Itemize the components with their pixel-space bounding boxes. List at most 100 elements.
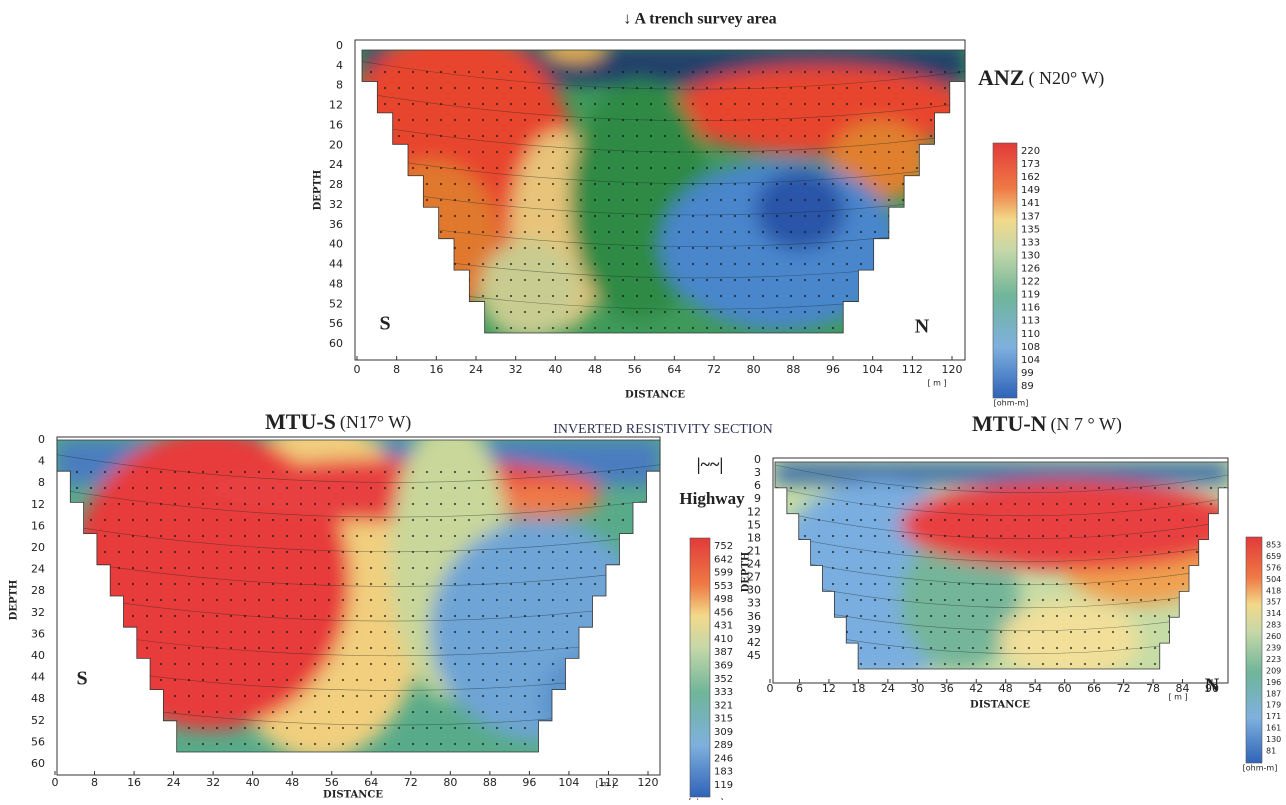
x-tick-label: 104 [558, 776, 579, 789]
y-tick-label: 20 [31, 541, 45, 554]
x-tick-label: 60 [1058, 682, 1072, 695]
colorbar-label: 504 [1266, 575, 1281, 584]
y-tick-label: 20 [329, 138, 343, 151]
y-tick-label: 28 [31, 584, 45, 597]
y-tick-label: 27 [747, 571, 761, 584]
colorbar-label: 119 [714, 780, 733, 791]
colorbar-label: 352 [714, 674, 733, 685]
x-tick-label: 120 [638, 776, 659, 789]
y-tick-label: 56 [329, 317, 343, 330]
x-tick-label: 112 [598, 776, 619, 789]
colorbar-label: 659 [1266, 552, 1281, 561]
x-tick-label: 32 [206, 776, 220, 789]
x-tick-label: 104 [862, 363, 883, 376]
x-axis-label: DISTANCE [625, 390, 685, 401]
x-tick-label: 48 [285, 776, 299, 789]
colorbar-label: 314 [1266, 609, 1281, 618]
y-axis-label: DEPTH [741, 552, 752, 593]
y-tick-label: 8 [38, 476, 45, 489]
y-tick-label: 28 [329, 178, 343, 191]
colorbar-label: 239 [1266, 644, 1281, 653]
colorbar-label: 369 [714, 661, 733, 672]
left-marker: S [379, 313, 390, 335]
colorbar-label: 456 [714, 607, 733, 618]
y-tick-label: 8 [336, 79, 343, 92]
section-outline [361, 49, 966, 334]
x-tick-label: 18 [851, 682, 865, 695]
colorbar-label: 209 [1266, 666, 1281, 675]
colorbar-label: 130 [1021, 250, 1040, 261]
colorbar-label: 283 [1266, 621, 1281, 630]
x-tick-label: 120 [942, 363, 963, 376]
y-tick-label: 45 [747, 649, 761, 662]
y-tick-label: 16 [31, 519, 45, 532]
colorbar-label: 119 [1021, 290, 1040, 301]
y-tick-label: 56 [31, 735, 45, 748]
x-tick-label: 40 [548, 363, 562, 376]
data-points [775, 482, 1228, 669]
x-unit: [ m ] [1168, 693, 1187, 702]
x-tick-label: 90 [1205, 682, 1219, 695]
x-axis-label: DISTANCE [970, 700, 1030, 711]
y-tick-label: 12 [329, 99, 343, 112]
y-tick-label: 48 [31, 692, 45, 705]
x-tick-label: 54 [1028, 682, 1042, 695]
colorbar-label: 99 [1021, 368, 1034, 379]
y-tick-label: 60 [31, 757, 45, 770]
colorbar-label: 137 [1021, 211, 1040, 222]
y-tick-label: 0 [754, 453, 761, 466]
x-tick-label: 8 [91, 776, 98, 789]
x-tick-label: 0 [767, 682, 774, 695]
colorbar-label: 246 [714, 753, 733, 764]
y-tick-label: 60 [329, 337, 343, 350]
colorbar-label: 141 [1021, 198, 1040, 209]
colorbar-label: 289 [714, 740, 733, 751]
colorbar-label: 133 [1021, 237, 1040, 248]
colorbar-label: 187 [1266, 689, 1281, 698]
x-tick-label: 80 [747, 363, 761, 376]
colorbar-label: 183 [714, 767, 733, 778]
colorbar-label: 196 [1266, 678, 1281, 687]
y-tick-label: 44 [31, 671, 45, 684]
colorbar-unit: [ohm-m] [1243, 764, 1278, 773]
colorbar-label: 498 [714, 594, 733, 605]
x-tick-label: 112 [902, 363, 923, 376]
y-tick-label: 12 [31, 498, 45, 511]
x-tick-label: 24 [469, 363, 483, 376]
y-tick-label: 30 [747, 584, 761, 597]
title: MTU-N [972, 411, 1047, 436]
colorbar-label: 108 [1021, 342, 1040, 353]
y-axis-label: DEPTH [9, 580, 20, 621]
data-points [362, 70, 965, 333]
colorbar-label: 220 [1021, 146, 1040, 157]
colorbar-label: 104 [1021, 355, 1040, 366]
colorbar-label: 130 [1266, 735, 1281, 744]
colorbar-label: 752 [714, 541, 733, 552]
y-tick-label: 15 [747, 518, 761, 531]
x-tick-label: 96 [826, 363, 840, 376]
colorbar-label: 333 [714, 687, 733, 698]
y-tick-label: 6 [754, 479, 761, 492]
x-tick-label: 16 [127, 776, 141, 789]
x-tick-label: 48 [588, 363, 602, 376]
colorbar-label: 321 [714, 700, 733, 711]
left-marker: S [76, 668, 87, 690]
y-tick-label: 36 [747, 610, 761, 623]
section [362, 50, 965, 333]
y-tick-label: 9 [754, 492, 761, 505]
y-tick-label: 52 [329, 297, 343, 310]
y-tick-label: 0 [38, 433, 45, 446]
x-unit: [ m ] [595, 780, 614, 789]
plot-frame [56, 436, 661, 776]
plot-frame [354, 39, 966, 361]
colorbar-label: 126 [1021, 264, 1040, 275]
section [57, 440, 660, 752]
x-tick-label: 0 [354, 363, 361, 376]
orientation: (N 7 ° W) [1051, 414, 1122, 435]
x-tick-label: 72 [707, 363, 721, 376]
y-tick-label: 21 [747, 544, 761, 557]
annotation: ↓ A trench survey area [623, 11, 776, 28]
x-tick-label: 56 [325, 776, 339, 789]
colorbar [689, 537, 711, 798]
